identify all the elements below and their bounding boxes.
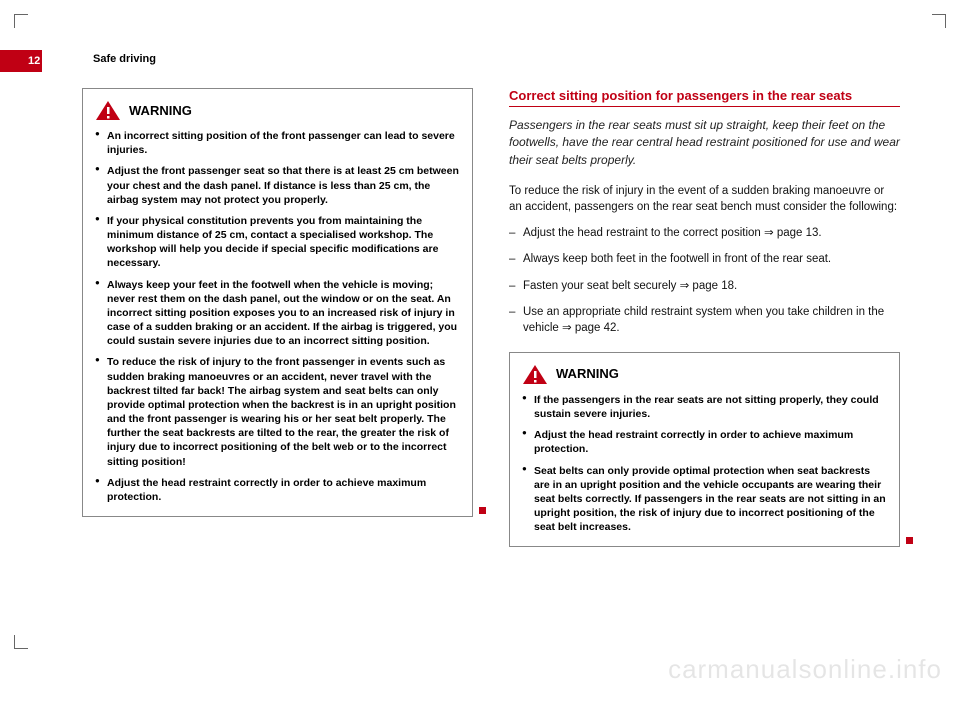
warning-header: WARNING — [522, 363, 887, 385]
instruction-item: Fasten your seat belt securely ⇒ page 18… — [509, 278, 900, 294]
watermark: carmanualsonline.info — [668, 654, 942, 685]
warning-item: Seat belts can only provide optimal prot… — [522, 464, 887, 535]
section-end-marker — [906, 537, 913, 544]
instruction-item: Use an appropriate child restraint syste… — [509, 304, 900, 336]
crop-mark-bl — [14, 635, 28, 649]
section-lead: To reduce the risk of injury in the even… — [509, 183, 900, 215]
left-column: WARNING An incorrect sitting position of… — [82, 88, 473, 547]
page-number: 12 — [28, 55, 40, 67]
warning-item: If your physical constitution prevents y… — [95, 214, 460, 271]
section-end-marker — [479, 507, 486, 514]
warning-item: Adjust the head restraint correctly in o… — [522, 428, 887, 456]
crop-mark-tr — [932, 14, 946, 28]
running-head: Safe driving — [93, 53, 156, 65]
warning-item: Always keep your feet in the footwell wh… — [95, 278, 460, 349]
warning-item: An incorrect sitting position of the fro… — [95, 129, 460, 157]
warning-list-right: If the passengers in the rear seats are … — [522, 393, 887, 535]
warning-item: To reduce the risk of injury to the fron… — [95, 355, 460, 468]
warning-box-right: WARNING If the passengers in the rear se… — [509, 352, 900, 548]
warning-triangle-icon — [95, 99, 121, 121]
warning-item: Adjust the head restraint correctly in o… — [95, 476, 460, 504]
warning-header: WARNING — [95, 99, 460, 121]
warning-triangle-icon — [522, 363, 548, 385]
warning-label: WARNING — [129, 103, 192, 118]
content-columns: WARNING An incorrect sitting position of… — [82, 88, 900, 547]
right-column: Correct sitting position for passengers … — [509, 88, 900, 547]
warning-item: Adjust the front passenger seat so that … — [95, 164, 460, 207]
warning-box-left: WARNING An incorrect sitting position of… — [82, 88, 473, 517]
instruction-list: Adjust the head restraint to the correct… — [509, 225, 900, 335]
section-heading: Correct sitting position for passengers … — [509, 88, 900, 107]
crop-mark-tl — [14, 14, 28, 28]
warning-list-left: An incorrect sitting position of the fro… — [95, 129, 460, 504]
page-number-tab: 12 — [0, 50, 42, 72]
page: 12 Safe driving WARNING An incorrect sit… — [50, 40, 910, 641]
warning-item: If the passengers in the rear seats are … — [522, 393, 887, 421]
warning-label: WARNING — [556, 366, 619, 381]
instruction-item: Adjust the head restraint to the correct… — [509, 225, 900, 241]
instruction-item: Always keep both feet in the footwell in… — [509, 251, 900, 267]
section-intro: Passengers in the rear seats must sit up… — [509, 117, 900, 169]
